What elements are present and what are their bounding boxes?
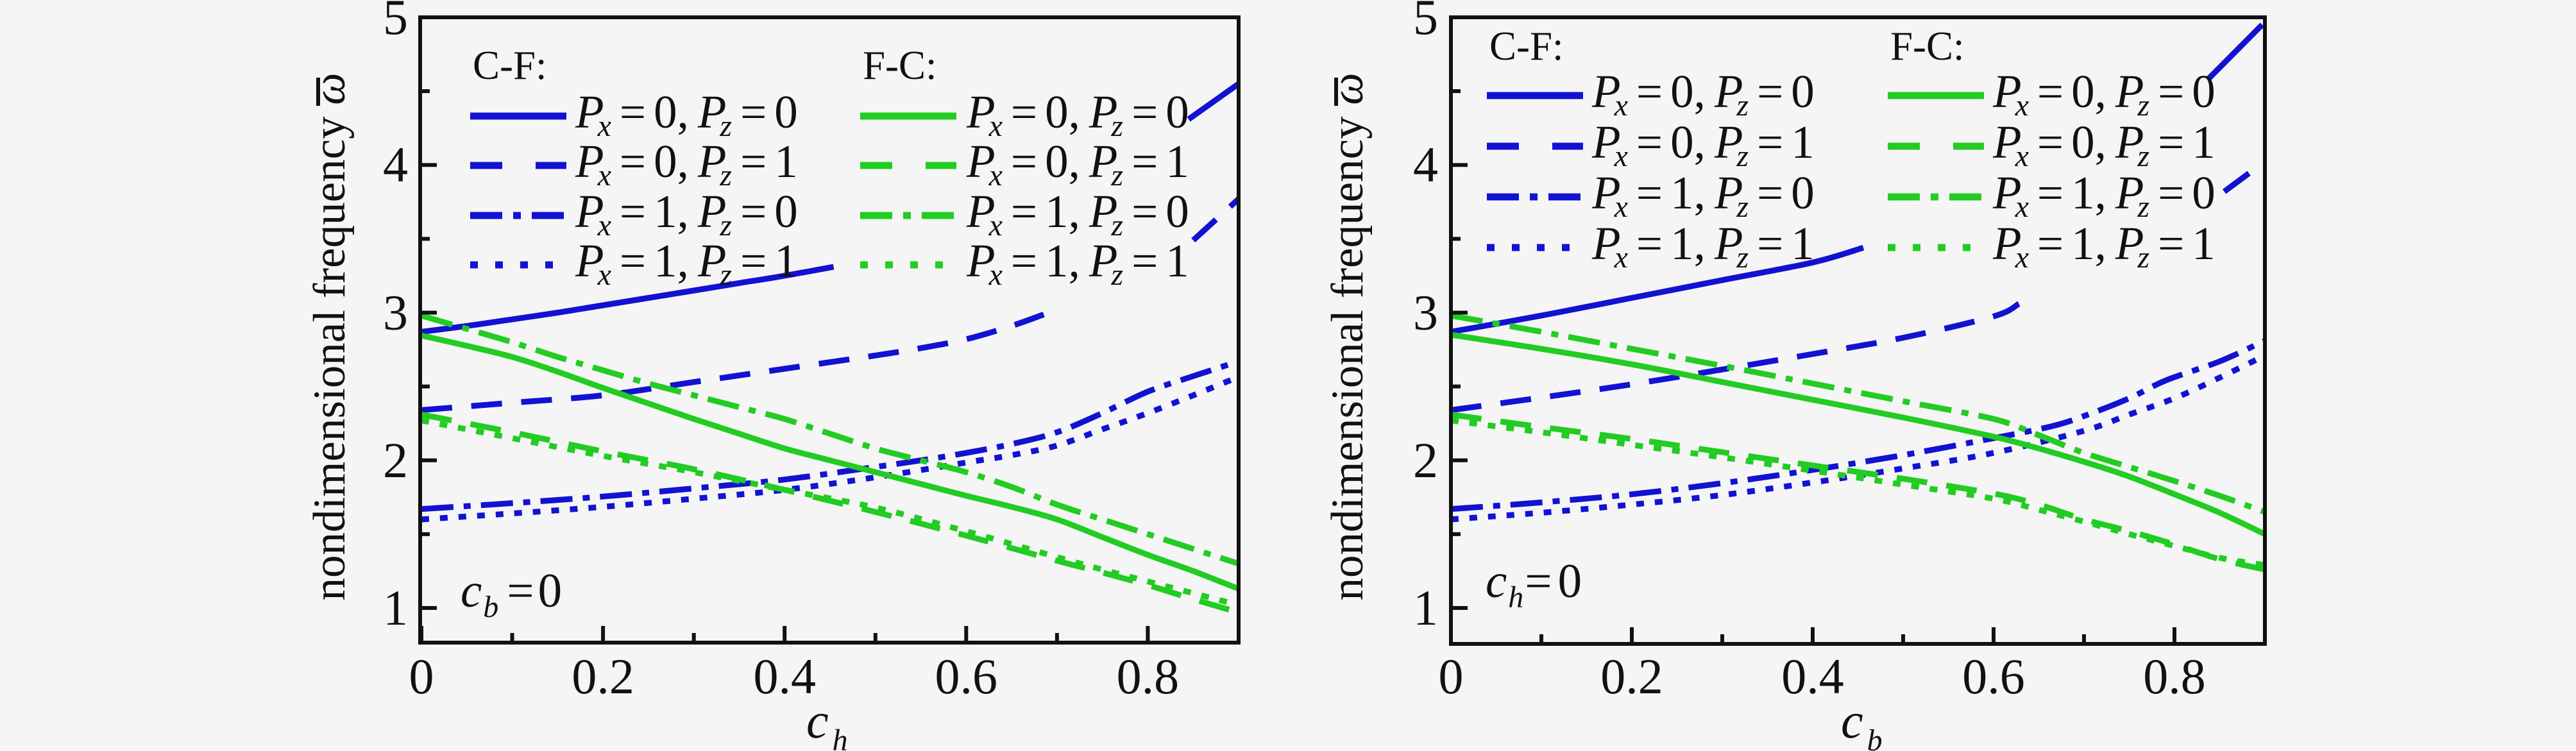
svg-text:ch: ch [806,693,848,751]
svg-text:2: 2 [383,432,408,488]
svg-text:Px=0,Pz=0: Px = 0, Pz = 0 [966,86,1189,143]
svg-text:Px=1,Pz=1: Px = 1, Pz = 1 [1992,217,2216,274]
svg-text:1: 1 [1413,580,1438,636]
svg-text:cb: cb [1841,693,1883,751]
svg-text:5: 5 [383,0,408,45]
svg-text:4: 4 [383,137,408,192]
svg-text:1: 1 [383,580,408,636]
svg-text:nondimensional frequency ω: nondimensional frequency ω [1323,72,1373,600]
svg-text:Px=1,Pz=1: Px = 1, Pz = 1 [575,235,798,292]
svg-text:0.2: 0.2 [1600,648,1663,704]
svg-text:Px=0,Pz=0: Px = 0, Pz = 0 [1992,65,2216,122]
svg-text:cb=0: cb =0 [461,564,562,624]
svg-text:0.4: 0.4 [1781,648,1844,704]
svg-text:0.6: 0.6 [1962,648,2025,704]
svg-text:Px=1,Pz=0: Px = 1, Pz = 0 [575,185,798,242]
svg-text:Px=1,Pz=0: Px = 1, Pz = 0 [1992,167,2216,224]
svg-text:Px=0,Pz=1: Px = 0, Pz = 1 [1992,116,2216,173]
svg-text:Px=0,Pz=0: Px = 0, Pz = 0 [575,86,798,143]
svg-text:ch=0: ch= 0 [1486,555,1582,614]
svg-text:0.8: 0.8 [1117,648,1180,704]
svg-text:3: 3 [1413,285,1438,341]
svg-text:F-C:: F-C: [863,43,937,88]
svg-text:Px=0,Pz=1: Px = 0, Pz = 1 [575,135,798,192]
svg-text:0: 0 [409,648,434,704]
svg-text:3: 3 [383,285,408,341]
svg-text:Px=1,Pz=1: Px = 1, Pz = 1 [966,235,1189,292]
svg-text:Px=0,Pz=0: Px = 0, Pz = 0 [1591,65,1815,122]
svg-text:Px=0,Pz=1: Px = 0, Pz = 1 [966,135,1189,192]
svg-text:Px=1,Pz=0: Px = 1, Pz = 0 [966,185,1189,242]
svg-text:0.8: 0.8 [2143,648,2206,704]
svg-text:2: 2 [1413,432,1438,488]
svg-text:4: 4 [1413,137,1438,192]
svg-text:0.6: 0.6 [935,648,998,704]
svg-text:0.4: 0.4 [753,648,816,704]
svg-text:5: 5 [1413,0,1438,45]
svg-text:Px=0,Pz=1: Px = 0, Pz = 1 [1591,116,1815,173]
svg-text:C-F:: C-F: [473,43,547,88]
svg-text:C-F:: C-F: [1489,24,1564,69]
svg-text:F-C:: F-C: [1890,24,1965,69]
svg-text:Px=1,Pz=1: Px = 1, Pz = 1 [1591,217,1815,274]
svg-text:0.2: 0.2 [572,648,634,704]
svg-text:Px=1,Pz=0: Px = 1, Pz = 0 [1591,167,1815,224]
svg-text:0: 0 [1439,648,1464,704]
svg-text:nondimensional frequency ω: nondimensional frequency ω [305,72,355,600]
